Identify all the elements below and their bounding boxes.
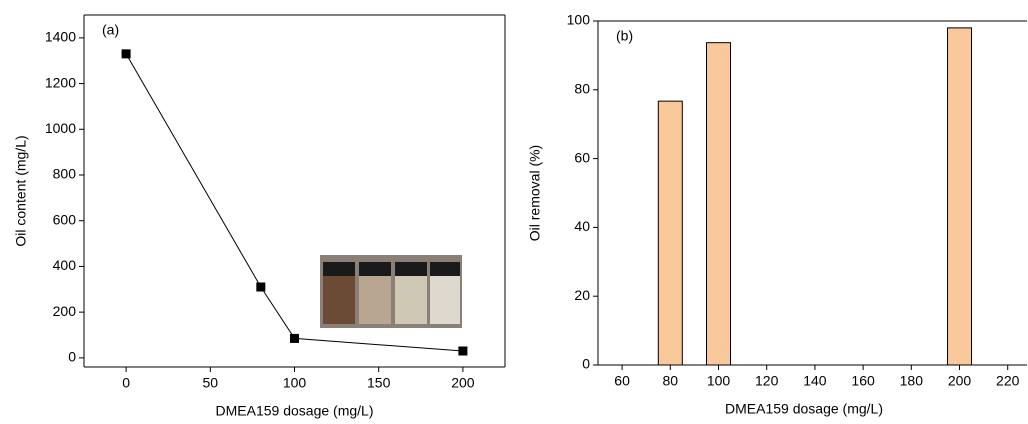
panel-label: (b) [616, 28, 633, 44]
x-tick-label: 200 [451, 375, 475, 391]
y-tick-label: 20 [574, 287, 590, 303]
y-tick-label: 100 [567, 12, 591, 28]
y-tick-label: 200 [53, 303, 77, 319]
data-point [122, 49, 131, 58]
x-tick-label: 120 [755, 373, 779, 389]
bar [658, 101, 682, 365]
chart: 0 200 400 600 800 1000 1200 1400 0 50 100 150 200 DME… [13, 15, 505, 419]
data-point [458, 347, 467, 356]
x-axis-label: DMEA159 dosage (mg/L) [725, 401, 883, 417]
vial [323, 276, 355, 324]
x-tick-label: 150 [367, 375, 391, 391]
y-tick-label: 1000 [45, 120, 76, 136]
y-tick-label: 80 [574, 81, 590, 97]
x-tick-label: 60 [614, 373, 630, 389]
x-tick-label: 180 [900, 373, 924, 389]
y-tick-label: 1200 [45, 74, 76, 90]
x-tick-label: 80 [663, 373, 679, 389]
data-point [290, 334, 299, 343]
panel-label: (a) [102, 22, 119, 38]
y-tick-label: 0 [582, 356, 590, 372]
inset-photo [320, 255, 462, 328]
vial-cap [323, 262, 355, 276]
x-tick-label: 50 [203, 375, 219, 391]
y-axis-label: Oil content (mg/L) [13, 135, 29, 246]
x-tick-label: 160 [851, 373, 875, 389]
x-tick-label: 220 [996, 373, 1020, 389]
x-axis-label: DMEA159 dosage (mg/L) [216, 403, 374, 419]
chart: 0 20 40 60 80 100 60 80 100 120 140 160 180 200 220 DME… [527, 12, 1027, 417]
x-tick-label: 100 [283, 375, 307, 391]
bar [707, 43, 731, 365]
y-tick-label: 40 [574, 218, 590, 234]
x-tick-label: 200 [948, 373, 972, 389]
y-axis-label: Oil removal (%) [527, 145, 543, 241]
vial-cap [430, 262, 460, 276]
y-tick-label: 1400 [45, 29, 76, 45]
y-tick-label: 400 [53, 257, 77, 273]
x-tick-label: 140 [803, 373, 827, 389]
vial [430, 276, 460, 324]
y-tick-label: 600 [53, 211, 77, 227]
vial [395, 276, 427, 324]
figure: 0200400600800100012001400050100150200DME… [0, 0, 1028, 424]
vial-cap [395, 262, 427, 276]
y-tick-label: 800 [53, 166, 77, 182]
bar [948, 28, 972, 365]
y-tick-label: 60 [574, 149, 590, 165]
x-tick-label: 0 [122, 375, 130, 391]
vial [359, 276, 391, 324]
data-point [256, 283, 265, 292]
vial-cap [359, 262, 391, 276]
x-tick-label: 100 [707, 373, 731, 389]
y-tick-label: 0 [68, 349, 76, 365]
